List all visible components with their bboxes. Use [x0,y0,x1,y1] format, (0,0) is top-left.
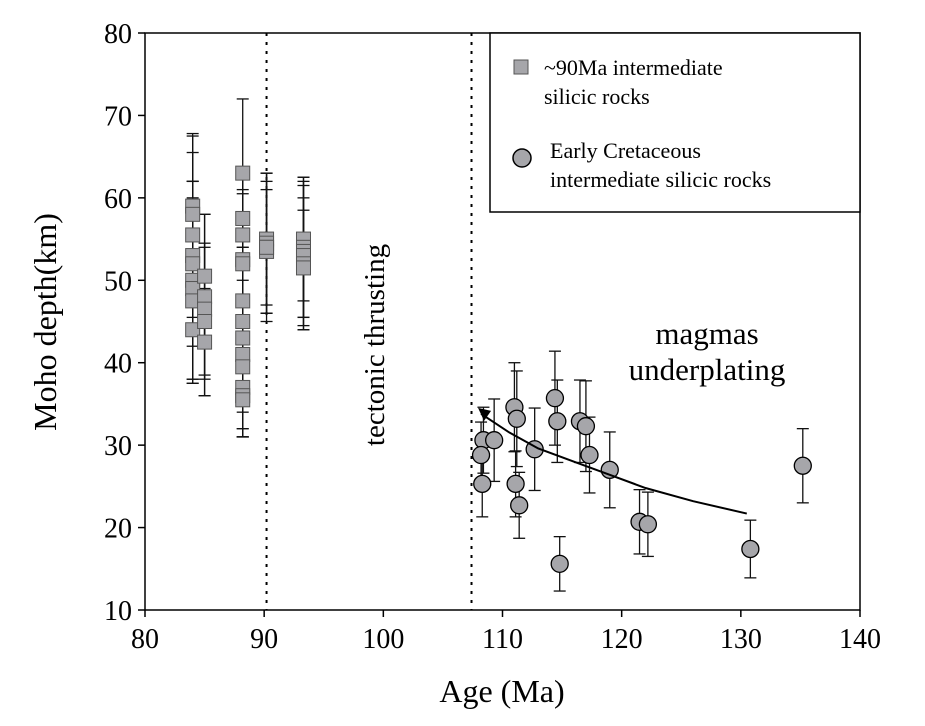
data-point-square [185,206,201,222]
data-point-circle [507,409,526,428]
data-point-circle [741,539,760,559]
data-point-circle [506,474,525,494]
legend-label-90ma-line2: silicic rocks [544,84,650,109]
y-tick-label: 60 [104,184,132,215]
legend-box [489,32,861,213]
data-point-square [235,392,251,408]
x-tick-label: 140 [839,624,881,655]
data-point-square [197,334,213,350]
data-point-square [185,256,201,272]
data-point-square [197,314,213,329]
data-point-circle [576,417,596,436]
data-point-circle [638,515,658,534]
y-axis-label: Moho depth(km) [27,213,63,431]
annotation-tectonic-thrusting: tectonic thrusting [359,244,391,446]
data-point-square [235,330,251,346]
data-point-square [235,227,251,243]
legend-label-90ma-line1: ~90Ma intermediate [544,55,723,80]
data-point-circle [485,431,504,450]
data-point-circle [510,496,529,515]
plot-marks [185,33,812,610]
x-tick-label: 110 [482,624,523,655]
y-tick-label: 80 [104,19,132,50]
x-tick-label: 90 [250,624,278,655]
x-tick-label: 120 [601,624,643,655]
y-tick-label: 50 [104,266,132,297]
data-point-square [235,256,251,272]
data-point-square [295,260,311,276]
data-point-circle [471,445,491,465]
data-point-square [235,314,251,329]
annotation-magmas: magmas [655,316,758,351]
data-point-circle [545,389,565,408]
trend-arrow-head [478,407,492,421]
data-point-circle [793,456,812,475]
data-point-circle [580,445,599,465]
x-axis-label: Age (Ma) [439,673,564,709]
annotation-underplating: underplating [629,352,786,387]
data-point-square [235,359,251,375]
legend-label-early-cretaceous-line2: intermediate silicic rocks [550,167,771,192]
data-point-square [259,239,275,255]
data-point-square [235,210,251,226]
data-point-circle [550,554,569,573]
legend-circle-marker [512,148,532,168]
axis-ticks: 80 90 100 110 120 130 140 10 20 30 40 50 60 70 80 [104,19,881,655]
legend-label-early-cretaceous-line1: Early Cretaceous [550,138,701,163]
data-point-square [185,322,201,338]
data-point-square [235,293,251,309]
y-tick-label: 20 [104,514,132,545]
data-point-square [197,268,213,284]
trend-curve [480,412,748,515]
x-tick-label: 130 [720,624,762,655]
x-tick-label: 100 [362,624,404,655]
y-tick-label: 70 [104,101,132,132]
y-tick-label: 10 [104,596,132,627]
y-tick-label: 30 [104,431,132,462]
data-point-circle [473,474,492,494]
y-tick-label: 40 [104,349,132,380]
legend-square-marker [513,59,529,75]
data-point-square [235,165,251,181]
legend: ~90Ma intermediate silicic rocks Early C… [489,32,861,213]
data-point-square [185,227,201,243]
x-tick-label: 80 [131,624,159,655]
data-point-circle [548,412,567,431]
